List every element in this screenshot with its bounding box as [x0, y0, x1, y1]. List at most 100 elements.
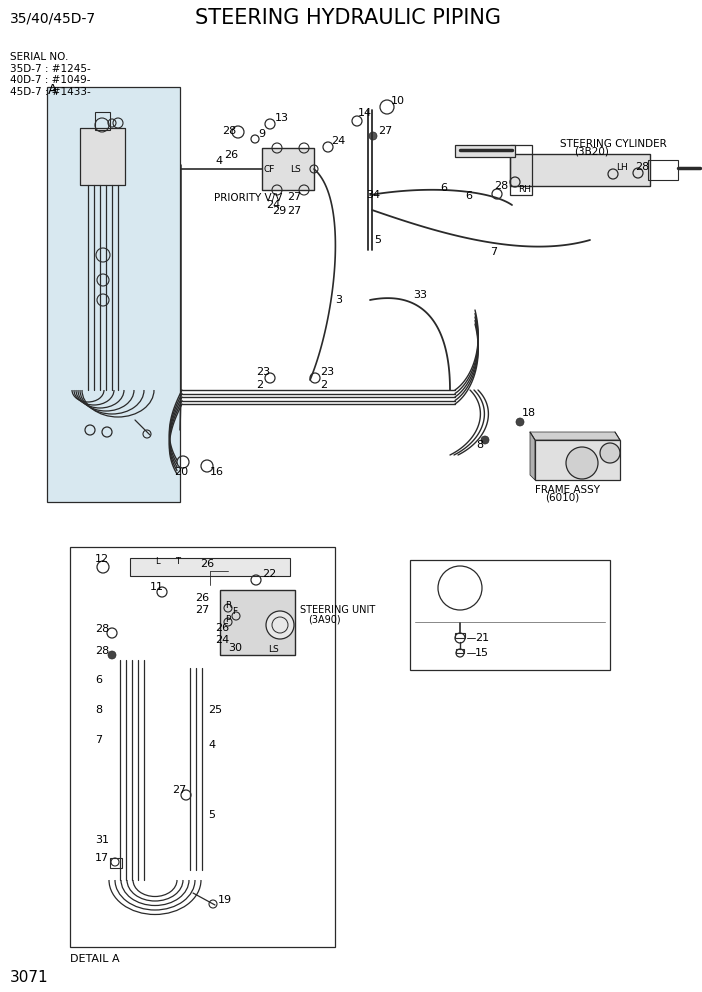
Bar — [110, 858, 122, 868]
Circle shape — [516, 418, 524, 426]
Circle shape — [369, 132, 377, 140]
Bar — [95, 112, 110, 130]
Text: 4: 4 — [215, 156, 222, 166]
Text: 21: 21 — [475, 633, 489, 643]
Text: R: R — [225, 600, 231, 609]
Text: CF: CF — [264, 165, 275, 174]
Text: 30: 30 — [228, 643, 242, 653]
Text: 27: 27 — [287, 192, 301, 202]
Text: 27: 27 — [172, 785, 186, 795]
Text: 35/40/45D-7: 35/40/45D-7 — [10, 11, 96, 25]
Text: LS: LS — [290, 165, 300, 174]
Text: 31: 31 — [95, 835, 109, 845]
Text: 11: 11 — [150, 582, 164, 592]
Text: 3: 3 — [335, 295, 342, 305]
Text: RH: RH — [518, 186, 531, 194]
Text: 33: 33 — [413, 290, 427, 300]
Text: 24: 24 — [266, 200, 280, 210]
Polygon shape — [530, 432, 535, 480]
Bar — [410, 560, 610, 670]
Polygon shape — [262, 148, 314, 190]
Text: 28: 28 — [222, 126, 237, 136]
Circle shape — [566, 447, 598, 479]
Text: 26: 26 — [224, 150, 238, 160]
Text: 24: 24 — [215, 635, 230, 645]
Text: 34: 34 — [366, 190, 380, 200]
Text: (6010): (6010) — [545, 493, 579, 503]
Text: LH: LH — [616, 163, 628, 172]
Text: A: A — [48, 83, 58, 97]
Text: SERIAL NO.
35D-7 : #1245-
40D-7 : #1049-
45D-7 : #1433-: SERIAL NO. 35D-7 : #1245- 40D-7 : #1049-… — [10, 52, 91, 97]
Text: 7: 7 — [490, 247, 497, 257]
Bar — [80, 128, 125, 185]
Text: 10: 10 — [391, 96, 405, 106]
Text: 26: 26 — [215, 623, 229, 633]
Text: 18: 18 — [522, 408, 536, 418]
Text: (3A90): (3A90) — [308, 615, 340, 625]
Text: PRIORITY V/V: PRIORITY V/V — [214, 193, 282, 203]
Text: 12: 12 — [95, 554, 109, 564]
Text: DETAIL A: DETAIL A — [70, 954, 119, 964]
Text: 2: 2 — [256, 380, 263, 390]
Text: 24: 24 — [331, 136, 345, 146]
Text: 8: 8 — [476, 440, 483, 450]
Bar — [455, 145, 515, 157]
Circle shape — [600, 443, 620, 463]
Text: 7: 7 — [95, 735, 102, 745]
Polygon shape — [510, 154, 650, 186]
Circle shape — [481, 436, 489, 444]
Text: 20: 20 — [174, 467, 188, 477]
Text: 27: 27 — [287, 206, 301, 216]
Text: 15: 15 — [475, 648, 489, 658]
Text: STEERING HYDRAULIC PIPING: STEERING HYDRAULIC PIPING — [195, 8, 501, 28]
Text: 25: 25 — [208, 705, 222, 715]
Text: 29: 29 — [272, 206, 286, 216]
Circle shape — [108, 651, 116, 659]
Polygon shape — [530, 432, 620, 440]
Text: 6: 6 — [95, 675, 102, 685]
Text: 5: 5 — [374, 235, 381, 245]
Polygon shape — [220, 590, 295, 655]
Text: STEERING UNIT: STEERING UNIT — [300, 605, 376, 615]
Text: 26: 26 — [200, 559, 214, 569]
Text: 16: 16 — [210, 467, 224, 477]
Text: FRAME ASSY: FRAME ASSY — [535, 485, 600, 495]
Text: 22: 22 — [262, 569, 277, 579]
Text: 9: 9 — [258, 129, 265, 139]
Text: 27: 27 — [378, 126, 392, 136]
Text: 3071: 3071 — [10, 970, 48, 985]
Polygon shape — [80, 128, 125, 185]
Text: 4: 4 — [208, 740, 215, 750]
Text: 8: 8 — [95, 705, 102, 715]
Text: 27: 27 — [195, 605, 209, 615]
Bar — [535, 440, 620, 480]
Text: 6: 6 — [440, 183, 447, 193]
Text: (3B20): (3B20) — [574, 147, 609, 157]
Bar — [262, 148, 314, 190]
Text: 19: 19 — [218, 895, 232, 905]
Text: 13: 13 — [275, 113, 289, 123]
Text: 6: 6 — [465, 191, 472, 201]
Text: 5: 5 — [208, 810, 215, 820]
Text: P: P — [225, 615, 230, 625]
Circle shape — [266, 611, 294, 639]
Bar — [510, 154, 650, 186]
Text: LS: LS — [268, 646, 279, 655]
Text: 28: 28 — [494, 181, 508, 191]
Bar — [456, 649, 464, 653]
Text: 28: 28 — [95, 646, 110, 656]
Text: 23: 23 — [256, 367, 270, 377]
Text: 28: 28 — [95, 624, 110, 634]
Bar — [47, 87, 180, 502]
Bar — [648, 160, 678, 180]
Text: 17: 17 — [95, 853, 109, 863]
Bar — [130, 558, 290, 576]
Text: L: L — [155, 557, 159, 565]
Text: F: F — [232, 607, 237, 616]
Text: T: T — [175, 557, 180, 565]
Bar — [455, 633, 465, 638]
Text: 28: 28 — [635, 162, 649, 172]
Text: 14: 14 — [358, 108, 372, 118]
Bar — [220, 590, 295, 655]
Bar — [510, 145, 532, 195]
